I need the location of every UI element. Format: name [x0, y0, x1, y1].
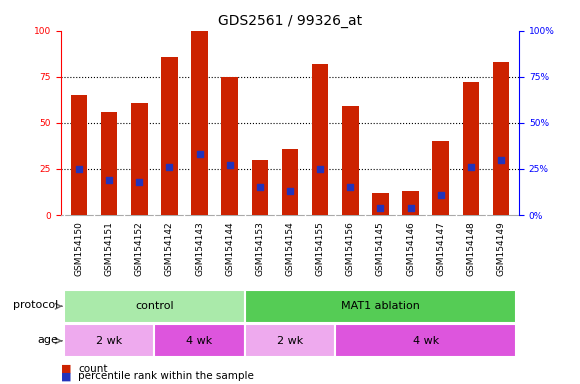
Point — [255, 184, 264, 190]
Point — [74, 166, 84, 172]
Bar — [463, 82, 479, 215]
Bar — [101, 112, 117, 215]
Bar — [64, 324, 154, 357]
Text: age: age — [37, 335, 58, 345]
Point — [285, 188, 295, 194]
Bar — [191, 31, 208, 215]
Bar — [161, 56, 177, 215]
Bar — [493, 62, 509, 215]
Bar — [71, 95, 87, 215]
Text: 4 wk: 4 wk — [412, 336, 439, 346]
Text: GSM154148: GSM154148 — [466, 221, 476, 276]
Bar — [433, 141, 449, 215]
Text: GSM154143: GSM154143 — [195, 221, 204, 276]
Point — [104, 177, 114, 183]
Bar — [245, 324, 335, 357]
Text: GSM154147: GSM154147 — [436, 221, 445, 276]
Bar — [372, 193, 389, 215]
Bar — [245, 290, 516, 323]
Point — [195, 151, 204, 157]
Text: percentile rank within the sample: percentile rank within the sample — [78, 371, 254, 381]
Text: protocol: protocol — [13, 300, 58, 310]
Text: GSM154155: GSM154155 — [316, 221, 325, 276]
Text: GSM154153: GSM154153 — [255, 221, 264, 276]
Text: ■: ■ — [61, 371, 71, 381]
Text: GSM154146: GSM154146 — [406, 221, 415, 276]
Text: 4 wk: 4 wk — [186, 336, 213, 346]
Text: GSM154156: GSM154156 — [346, 221, 355, 276]
Text: control: control — [135, 301, 173, 311]
Bar — [282, 149, 298, 215]
Text: MAT1 ablation: MAT1 ablation — [341, 301, 420, 311]
Text: GSM154150: GSM154150 — [74, 221, 84, 276]
Text: GSM154149: GSM154149 — [496, 221, 506, 276]
Bar — [222, 77, 238, 215]
Point — [406, 205, 415, 211]
Point — [225, 162, 234, 168]
Bar — [335, 324, 516, 357]
Point — [346, 184, 355, 190]
Bar — [403, 191, 419, 215]
Bar — [342, 106, 358, 215]
Text: GSM154142: GSM154142 — [165, 221, 174, 275]
Point — [135, 179, 144, 185]
Text: GSM154152: GSM154152 — [135, 221, 144, 276]
Text: 2 wk: 2 wk — [96, 336, 122, 346]
Bar — [64, 290, 245, 323]
Title: GDS2561 / 99326_at: GDS2561 / 99326_at — [218, 14, 362, 28]
Text: 2 wk: 2 wk — [277, 336, 303, 346]
Bar — [131, 103, 147, 215]
Text: GSM154145: GSM154145 — [376, 221, 385, 276]
Point — [376, 205, 385, 211]
Text: GSM154144: GSM154144 — [225, 221, 234, 275]
Bar — [252, 160, 268, 215]
Point — [316, 166, 325, 172]
Bar — [154, 324, 245, 357]
Point — [466, 164, 476, 170]
Text: GSM154151: GSM154151 — [104, 221, 114, 276]
Point — [165, 164, 174, 170]
Point — [496, 157, 506, 163]
Text: count: count — [78, 364, 108, 374]
Text: GSM154154: GSM154154 — [285, 221, 295, 276]
Point — [436, 192, 445, 198]
Text: ■: ■ — [61, 364, 71, 374]
Bar — [312, 64, 328, 215]
